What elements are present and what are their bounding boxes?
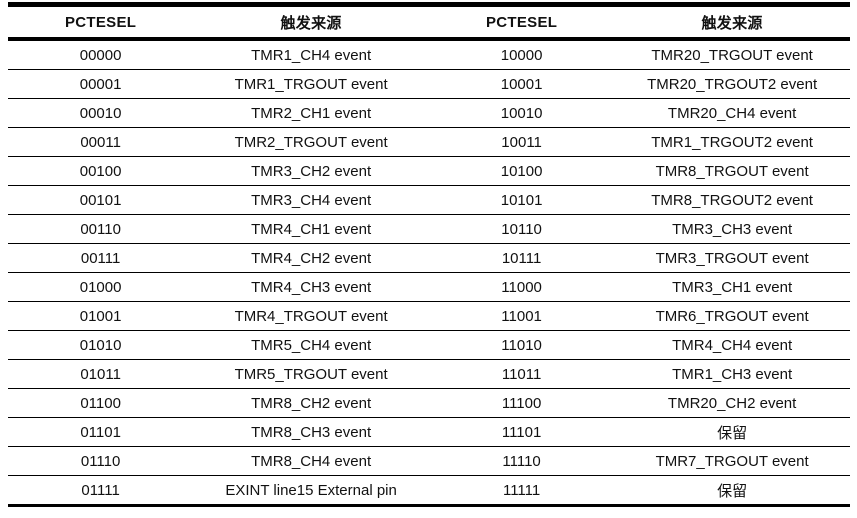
pctesel-trigger-table-container: PCTESEL 触发来源 PCTESEL 触发来源 00000 TMR1_CH4 … <box>8 2 850 507</box>
cell-trigger-source: TMR8_CH3 event <box>251 423 372 441</box>
cell-pctesel: 11111 <box>502 481 541 499</box>
table-row: 01100 TMR8_CH2 event 11100 TMR20_CH2 event <box>8 389 850 418</box>
table-row: 00100 TMR3_CH2 event 10100 TMR8_TRGOUT even… <box>8 157 850 186</box>
cell-pctesel: 10001 <box>500 75 543 93</box>
cell-trigger-source: TMR6_TRGOUT event <box>655 307 809 325</box>
cell-pctesel: 01110 <box>80 452 121 470</box>
table-row: 01010 TMR5_CH4 event 11010 TMR4_CH4 event <box>8 331 850 360</box>
cell-pctesel: 00110 <box>80 220 121 238</box>
cell-trigger-source: TMR20_CH2 event <box>667 394 797 412</box>
cell-pctesel: 01111 <box>81 481 120 499</box>
cell-trigger-source: 保留 <box>717 482 748 500</box>
cell-pctesel: 00100 <box>79 162 122 180</box>
cell-pctesel: 10011 <box>501 133 542 151</box>
cell-pctesel: 11000 <box>501 278 542 296</box>
table-row: 01011 TMR5_TRGOUT event 11011 TMR1_CH3 even… <box>8 360 850 389</box>
cell-trigger-source: TMR3_CH2 event <box>251 162 372 180</box>
cell-pctesel: 11011 <box>501 365 542 383</box>
table-body: 00000 TMR1_CH4 event 10000 TMR20_TRGOUT eve… <box>8 39 850 506</box>
cell-trigger-source: TMR8_TRGOUT2 event <box>651 191 813 209</box>
cell-trigger-source: TMR3_CH1 event <box>672 278 793 296</box>
cell-trigger-source: TMR2_CH1 event <box>251 104 372 122</box>
cell-trigger-source: TMR5_CH4 event <box>251 336 372 354</box>
cell-trigger-source: TMR8_CH4 event <box>251 452 372 470</box>
header-pctesel-left: PCTESEL <box>64 13 137 31</box>
cell-pctesel: 01010 <box>79 336 122 354</box>
table-row: 00101 TMR3_CH4 event 10101 TMR8_TRGOUT2 eve… <box>8 186 850 215</box>
cell-trigger-source: TMR7_TRGOUT event <box>655 452 809 470</box>
cell-pctesel: 11101 <box>501 423 542 441</box>
table-header: PCTESEL 触发来源 PCTESEL 触发来源 <box>8 5 850 39</box>
cell-trigger-source: TMR8_CH2 event <box>251 394 372 412</box>
cell-pctesel: 00111 <box>80 249 121 267</box>
cell-trigger-source: 保留 <box>717 424 748 442</box>
cell-trigger-source: TMR3_TRGOUT event <box>655 249 809 267</box>
cell-trigger-source: TMR1_CH3 event <box>672 365 793 383</box>
cell-trigger-source: TMR4_CH4 event <box>672 336 793 354</box>
cell-trigger-source: TMR8_TRGOUT event <box>655 162 809 180</box>
table-row: 00000 TMR1_CH4 event 10000 TMR20_TRGOUT eve… <box>8 39 850 70</box>
cell-pctesel: 01001 <box>79 307 122 325</box>
table-row: 00010 TMR2_CH1 event 10010 TMR20_CH4 event <box>8 99 850 128</box>
cell-trigger-source: TMR4_CH2 event <box>251 249 372 267</box>
cell-pctesel: 00000 <box>79 46 122 64</box>
cell-trigger-source: TMR3_CH3 event <box>672 220 793 238</box>
cell-pctesel: 11010 <box>501 336 542 354</box>
table-row: 01110 TMR8_CH4 event 11110 TMR7_TRGOUT even… <box>8 447 850 476</box>
header-trigger-source-right: 触发来源 <box>701 14 763 32</box>
cell-pctesel: 10000 <box>500 46 543 64</box>
cell-pctesel: 11001 <box>501 307 542 325</box>
table-row: 00111 TMR4_CH2 event 10111 TMR3_TRGOUT even… <box>8 244 850 273</box>
cell-trigger-source: TMR1_CH4 event <box>251 46 372 64</box>
cell-trigger-source: TMR20_TRGOUT event <box>651 46 813 64</box>
table-row: 01001 TMR4_TRGOUT event 11001 TMR6_TRGOUT e… <box>8 302 850 331</box>
pctesel-trigger-table: PCTESEL 触发来源 PCTESEL 触发来源 00000 TMR1_CH4 … <box>8 2 850 507</box>
cell-trigger-source: TMR2_TRGOUT event <box>234 133 388 151</box>
cell-trigger-source: TMR4_CH3 event <box>251 278 372 296</box>
cell-pctesel: 00011 <box>80 133 121 151</box>
cell-trigger-source: EXINT line15 External pin <box>225 481 397 499</box>
table-row: 01111 EXINT line15 External pin 11111 保留 <box>8 476 850 506</box>
cell-pctesel: 01000 <box>79 278 122 296</box>
cell-trigger-source: TMR5_TRGOUT event <box>234 365 388 383</box>
table-row: 01000 TMR4_CH3 event 11000 TMR3_CH1 event <box>8 273 850 302</box>
cell-pctesel: 01011 <box>80 365 121 383</box>
cell-trigger-source: TMR3_CH4 event <box>251 191 372 209</box>
cell-trigger-source: TMR20_TRGOUT2 event <box>647 75 818 93</box>
cell-pctesel: 10100 <box>500 162 543 180</box>
cell-trigger-source: TMR1_TRGOUT2 event <box>651 133 813 151</box>
cell-pctesel: 00101 <box>79 191 122 209</box>
cell-pctesel: 10111 <box>501 249 542 267</box>
cell-pctesel: 00001 <box>79 75 122 93</box>
table-header-row: PCTESEL 触发来源 PCTESEL 触发来源 <box>8 5 850 39</box>
header-pctesel-right: PCTESEL <box>485 13 558 31</box>
table-row: 00011 TMR2_TRGOUT event 10011 TMR1_TRGOUT2 … <box>8 128 850 157</box>
cell-pctesel: 01101 <box>80 423 121 441</box>
cell-pctesel: 01100 <box>80 394 121 412</box>
cell-pctesel: 10110 <box>501 220 542 238</box>
table-row: 00001 TMR1_TRGOUT event 10001 TMR20_TRGOUT2… <box>8 70 850 99</box>
cell-trigger-source: TMR4_TRGOUT event <box>234 307 388 325</box>
cell-pctesel: 10010 <box>500 104 543 122</box>
cell-pctesel: 11110 <box>502 452 541 470</box>
cell-trigger-source: TMR4_CH1 event <box>251 220 372 238</box>
cell-trigger-source: TMR1_TRGOUT event <box>234 75 388 93</box>
cell-pctesel: 00010 <box>79 104 122 122</box>
cell-trigger-source: TMR20_CH4 event <box>667 104 797 122</box>
table-row: 01101 TMR8_CH3 event 11101 保留 <box>8 418 850 447</box>
table-row: 00110 TMR4_CH1 event 10110 TMR3_CH3 event <box>8 215 850 244</box>
cell-pctesel: 11100 <box>501 394 542 412</box>
header-trigger-source-left: 触发来源 <box>280 14 342 32</box>
cell-pctesel: 10101 <box>500 191 543 209</box>
